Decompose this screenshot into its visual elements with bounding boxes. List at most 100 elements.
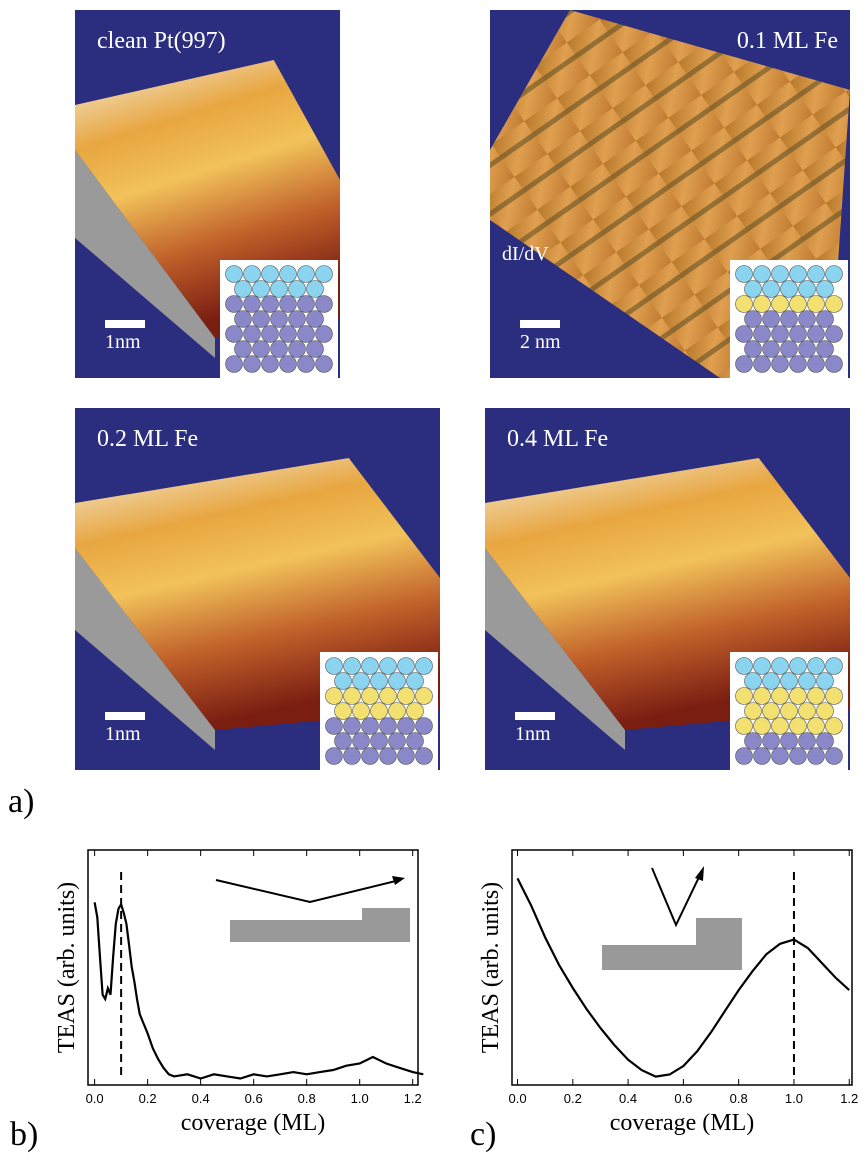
- atom: [735, 747, 753, 765]
- x-tick-label: 1.2: [404, 1091, 422, 1106]
- atom: [798, 672, 816, 690]
- atom: [261, 265, 279, 283]
- atom: [352, 732, 370, 750]
- atom: [789, 355, 807, 373]
- atom: [753, 325, 771, 343]
- x-tick-label: 0.6: [674, 1091, 692, 1106]
- atom: [343, 687, 361, 705]
- atom: [807, 325, 825, 343]
- atom: [825, 687, 843, 705]
- atom: [243, 325, 261, 343]
- atom: [807, 687, 825, 705]
- atom: [771, 265, 789, 283]
- atom: [753, 295, 771, 313]
- atom: [762, 310, 780, 328]
- x-tick-label: 1.2: [840, 1091, 858, 1106]
- atom: [397, 717, 415, 735]
- atom: [771, 717, 789, 735]
- y-axis-label: TEAS (arb. units): [478, 882, 504, 1053]
- atom: [825, 355, 843, 373]
- atom: [735, 295, 753, 313]
- atom: [789, 747, 807, 765]
- arrow-head: [392, 876, 405, 885]
- atom: [279, 325, 297, 343]
- atom: [735, 717, 753, 735]
- atom: [789, 657, 807, 675]
- atom: [297, 355, 315, 373]
- atom: [406, 672, 424, 690]
- atom: [379, 657, 397, 675]
- atom: [798, 702, 816, 720]
- stm-image: 0.2 ML Fe 1nm: [75, 408, 440, 770]
- image-title: 0.1 ML Fe: [737, 28, 838, 54]
- atom: [325, 657, 343, 675]
- atom: [744, 672, 762, 690]
- atom: [762, 672, 780, 690]
- atom: [252, 280, 270, 298]
- atom: [816, 672, 834, 690]
- atom: [825, 747, 843, 765]
- atom: [415, 747, 433, 765]
- atom: [771, 687, 789, 705]
- atom: [325, 717, 343, 735]
- plot-frame: [511, 849, 853, 1086]
- atom: [415, 687, 433, 705]
- atom: [361, 747, 379, 765]
- atom: [352, 672, 370, 690]
- atom: [315, 325, 333, 343]
- atom: [807, 295, 825, 313]
- atom: [789, 325, 807, 343]
- atom: [379, 717, 397, 735]
- atom: [288, 280, 306, 298]
- atom: [753, 717, 771, 735]
- y-axis-label: TEAS (arb. units): [54, 882, 80, 1053]
- arrow-head: [695, 866, 704, 881]
- atom: [762, 732, 780, 750]
- atom: [753, 747, 771, 765]
- atom: [306, 340, 324, 358]
- x-tick-label: 0.8: [298, 1091, 316, 1106]
- atom: [744, 340, 762, 358]
- atom: [279, 265, 297, 283]
- atom: [780, 672, 798, 690]
- atom: [315, 265, 333, 283]
- x-axis-label: coverage (ML): [610, 1110, 755, 1136]
- atom: [753, 355, 771, 373]
- stm-panels: clean Pt(997) 1nm 0.1 ML Fe dI/dV 2 nm 0.2 ML…: [75, 10, 850, 770]
- atom: [753, 265, 771, 283]
- atom: [735, 687, 753, 705]
- atom: [816, 310, 834, 328]
- charts: 0.0 0.2 0.4 0.6 0.8 1.0 1.2 coverage (ML) TEAS (…: [10, 849, 858, 1153]
- schematic-step: [230, 908, 410, 942]
- atom: [306, 280, 324, 298]
- atom: [789, 295, 807, 313]
- scale-bar: [515, 712, 555, 720]
- atom: [798, 340, 816, 358]
- atom: [807, 355, 825, 373]
- atom: [735, 355, 753, 373]
- surface-side: [75, 150, 215, 358]
- image-mode: dI/dV: [502, 243, 549, 265]
- atom: [379, 747, 397, 765]
- atom: [780, 732, 798, 750]
- scale-bar: [105, 712, 145, 720]
- atom: [225, 265, 243, 283]
- x-tick-label: 0.8: [730, 1091, 748, 1106]
- atom: [397, 747, 415, 765]
- atom: [234, 310, 252, 328]
- atom: [315, 295, 333, 313]
- atom: [270, 280, 288, 298]
- atom: [325, 747, 343, 765]
- schematic-step: [602, 918, 742, 970]
- atom: [825, 657, 843, 675]
- scale-bar: [105, 320, 145, 328]
- atom: [798, 310, 816, 328]
- atom: [807, 265, 825, 283]
- atom: [798, 732, 816, 750]
- atom: [334, 732, 352, 750]
- atom: [816, 732, 834, 750]
- atom: [744, 732, 762, 750]
- scale-label: 1nm: [515, 723, 551, 745]
- atom: [780, 702, 798, 720]
